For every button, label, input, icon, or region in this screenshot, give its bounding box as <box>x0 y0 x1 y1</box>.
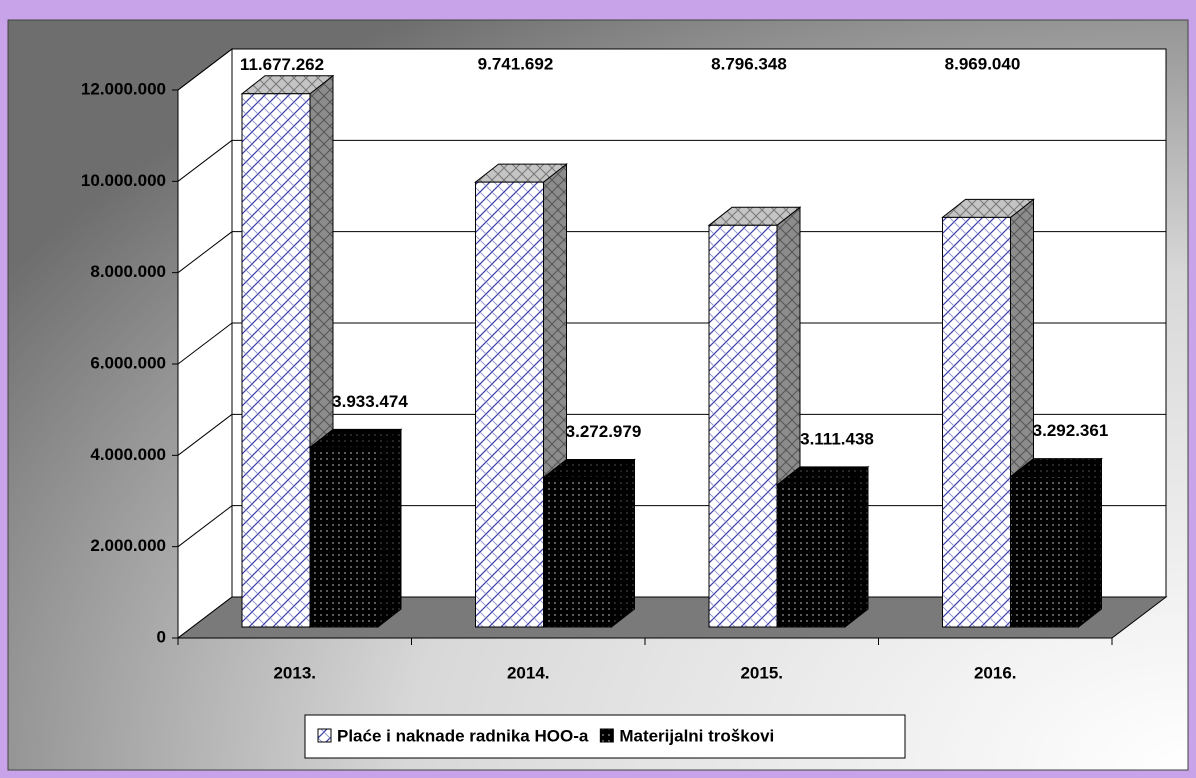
y-tick-label: 8.000.000 <box>90 262 166 281</box>
y-tick-label: 2.000.000 <box>90 536 166 555</box>
legend-swatch <box>317 728 332 743</box>
grid-line <box>177 322 233 365</box>
bar <box>241 93 311 628</box>
plot: 0 2.000.000 4.000.000 6.000.000 8.000.000 10.… <box>81 47 1168 682</box>
legend: Plaće i naknade radnika HOO-a Materijalni… <box>304 714 906 759</box>
x-tick-label: 2013. <box>273 663 316 682</box>
bar <box>708 224 778 628</box>
legend-swatch <box>599 728 614 743</box>
grid-line <box>177 48 233 91</box>
y-tick-label: 0 <box>157 627 166 646</box>
x-tick-label: 2014. <box>507 663 550 682</box>
bar-side <box>1078 457 1102 629</box>
bar-side <box>844 465 869 629</box>
grid-line <box>177 231 233 274</box>
value-label: 8.796.348 <box>711 54 787 73</box>
grid-line <box>177 505 233 548</box>
bar-side <box>377 428 402 629</box>
bar <box>543 477 612 628</box>
value-label: 8.969.040 <box>945 54 1021 73</box>
value-label: 11.677.262 <box>240 55 324 74</box>
bar <box>942 216 1011 628</box>
grid-line <box>177 139 233 182</box>
value-label: 3.292.361 <box>1033 421 1109 440</box>
bar <box>309 446 379 628</box>
y-tick-label: 10.000.000 <box>81 171 166 190</box>
y-tick-label: 4.000.000 <box>90 445 166 464</box>
value-label: 3.933.474 <box>332 392 408 411</box>
y-tick-label: 6.000.000 <box>90 353 166 372</box>
y-tick-label: 12.000.000 <box>81 79 166 98</box>
value-label: 3.272.979 <box>566 422 642 441</box>
bar <box>1010 476 1079 628</box>
bar <box>776 484 846 628</box>
legend-label: Materijalni troškovi <box>619 726 774 745</box>
value-label: 9.741.692 <box>478 54 554 73</box>
grid-line <box>177 413 233 456</box>
bar-side <box>611 458 635 629</box>
legend-label: Plaće i naknade radnika HOO-a <box>337 726 589 745</box>
x-tick-label: 2015. <box>740 663 783 682</box>
x-tick-label: 2016. <box>974 663 1017 682</box>
bar <box>475 181 544 628</box>
value-label: 3.111.438 <box>800 429 874 448</box>
